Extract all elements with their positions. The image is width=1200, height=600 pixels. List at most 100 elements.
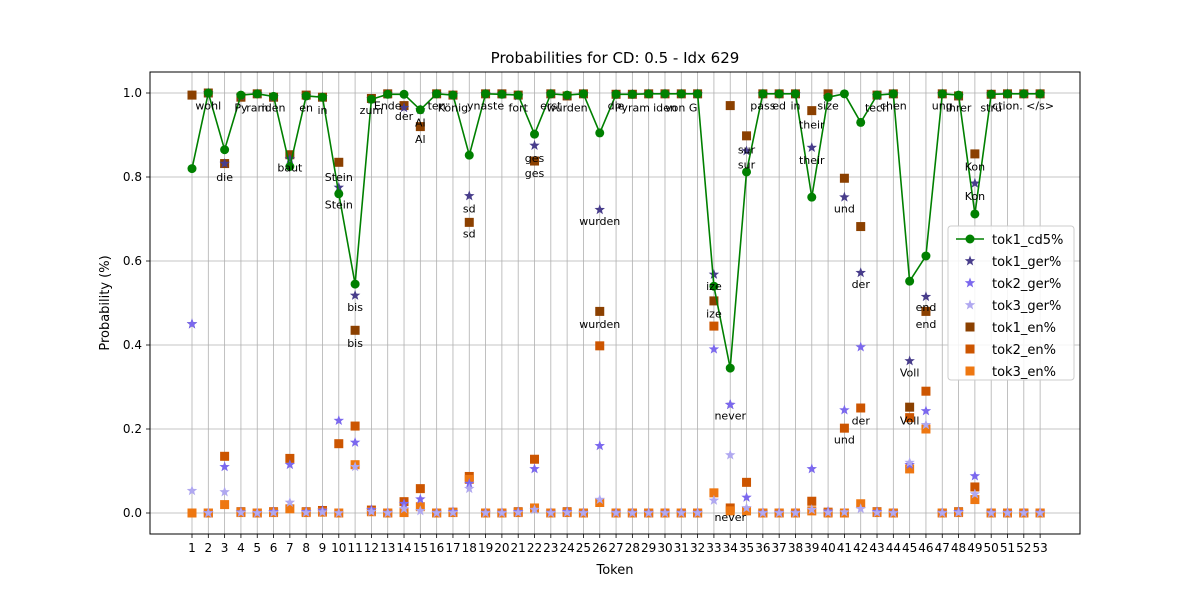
point-tok1_cd5%-35 [742,167,752,177]
point-tok1_en%-39 [807,106,817,116]
point-tok1_cd5%-26 [595,128,605,138]
series-tok1_cd5% [187,88,1045,373]
token-annotation: und [834,434,855,447]
point-tok2_en%-45 [905,413,915,423]
point-tok2_ger%-18 [464,478,475,489]
point-tok1_en%-18 [464,217,474,227]
token-annotation: der [395,110,414,123]
point-tok1_cd5%-1 [187,164,197,174]
point-tok1_en%-35 [742,131,752,141]
legend-marker [965,234,975,244]
point-tok2_ger%-3 [219,461,230,472]
point-tok1_cd5%-52 [1019,89,1029,99]
x-tick-label: 50 [984,541,999,555]
y-tick-label: 0.4 [123,338,142,352]
x-tick-label: 35 [739,541,754,555]
token-annotation: never [714,511,746,524]
token-annotation: Stein [325,171,353,184]
x-tick-label: 30 [657,541,672,555]
point-tok2_ger%-49 [969,470,981,481]
point-tok1_cd5%-5 [252,89,262,99]
point-tok3_ger%-38 [790,507,801,518]
token-annotation: size [817,100,839,113]
point-tok3_ger%-5 [252,507,263,518]
token-annotation: never [714,410,746,423]
point-tok1_cd5%-13 [383,89,393,99]
point-tok2_en%-49 [970,482,980,492]
token-annotation: in [790,100,800,113]
x-tick-label: 53 [1032,541,1047,555]
point-tok3_ger%-4 [235,507,247,518]
token-annotation: Ende [374,100,402,113]
point-tok1_cd5%-53 [1035,89,1045,99]
token-annotation: iden [262,102,286,115]
x-tick-label: 6 [270,541,278,555]
point-tok2_ger%-39 [806,463,818,474]
point-tok1_cd5%-23 [546,89,556,99]
axes [146,71,1081,538]
point-tok1_ger%-42 [855,267,866,278]
point-tok1_ger%-26 [594,204,605,215]
point-tok2_ger%-22 [529,463,540,474]
point-tok3_ger%-6 [268,507,279,518]
point-tok1_cd5%-38 [790,89,800,99]
point-tok2_en%-39 [807,496,817,506]
point-tok3_en%-49 [970,495,980,505]
token-annotation: der [852,278,871,291]
point-tok3_ger%-1 [186,485,198,496]
point-tok3_ger%-36 [757,507,769,518]
x-tick-label: 42 [853,541,868,555]
token-annotation: pass [750,100,775,113]
point-tok3_ger%-45 [904,457,915,468]
x-tick-label: 21 [511,541,526,555]
legend-entry-tok1_en%: tok1_en% [965,321,1056,336]
x-tick-label: 48 [951,541,966,555]
token-annotation: iden [653,102,677,115]
token-annotation: sur [738,144,756,157]
point-tok2_en%-41 [839,423,849,433]
token-annotation: sd [463,228,476,241]
point-tok1_cd5%-3 [220,145,230,155]
x-tick-label: 43 [869,541,884,555]
x-tick-label: 27 [608,541,623,555]
point-tok3_ger%-53 [1034,507,1046,518]
point-tok3_ger%-44 [888,507,899,518]
point-tok3_ger%-30 [659,507,671,518]
point-tok2_en%-22 [530,454,540,464]
point-tok1_cd5%-32 [693,89,703,99]
point-tok3_ger%-20 [496,507,508,518]
point-tok1_cd5%-2 [203,88,213,98]
point-tok1_cd5%-24 [562,90,572,100]
token-annotation: ed [772,100,786,113]
token-annotation: wurden [547,102,588,115]
x-tick-label: 51 [1000,541,1015,555]
point-tok3_ger%-28 [627,507,638,518]
x-axis-label: Token [596,563,634,578]
point-tok3_ger%-14 [398,503,410,514]
x-tick-label: 28 [625,541,640,555]
legend-marker [965,322,975,332]
point-tok3_ger%-18 [464,483,475,494]
token-annotation: baut [277,161,303,174]
chart-title: Probabilities for CD: 0.5 - Idx 629 [491,49,740,67]
point-tok1_en%-46 [921,306,931,316]
point-tok1_en%-11 [350,325,360,335]
x-tick-label: 33 [706,541,721,555]
y-tick-label: 0.6 [123,254,142,268]
point-tok2_en%-46 [921,386,931,396]
point-tok3_ger%-47 [937,507,948,518]
legend-box [947,225,1075,381]
x-tick-label: 34 [723,541,738,555]
x-tick-label: 5 [253,541,261,555]
token-annotation: ung [932,100,953,113]
point-tok1_cd5%-25 [578,89,588,99]
token-annotation: fort [508,102,528,115]
x-tick-label: 17 [445,541,460,555]
point-tok1_en%-15 [415,122,425,132]
x-tick-label: 3 [221,541,229,555]
x-tick-label: 44 [886,541,901,555]
token-annotation: der [852,415,871,428]
token-annotation: Kon [965,161,985,174]
token-annotation: en [299,102,313,115]
x-tick-label: 14 [396,541,411,555]
